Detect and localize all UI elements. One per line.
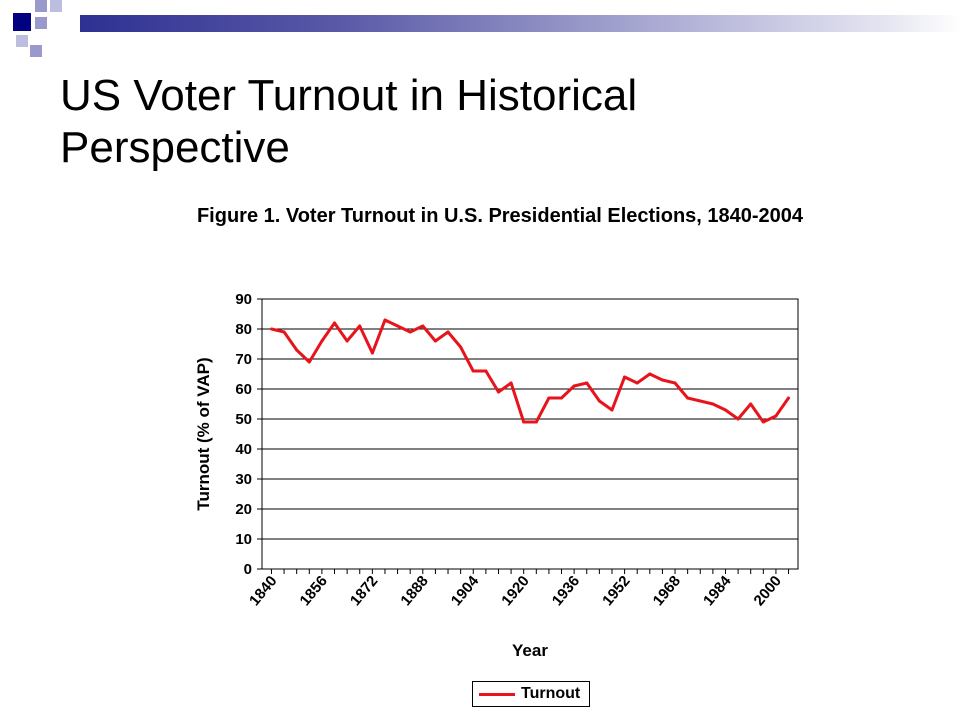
data-point: [509, 381, 513, 385]
data-point: [307, 360, 311, 364]
data-point: [547, 396, 551, 400]
data-point: [421, 324, 425, 328]
decorative-gradient-bar: [80, 15, 960, 32]
deco-square: [30, 45, 42, 57]
deco-square: [50, 0, 62, 12]
legend-swatch: [479, 692, 515, 696]
x-tick-label: 1920: [498, 573, 532, 609]
decorative-squares: [13, 0, 62, 57]
x-tick-label: 1840: [246, 573, 280, 609]
data-point: [673, 381, 677, 385]
x-tick-label: 2000: [751, 573, 785, 609]
x-tick-label: 1872: [347, 573, 381, 609]
data-point: [686, 396, 690, 400]
deco-square: [35, 0, 47, 12]
data-point: [572, 384, 576, 388]
x-axis-label: Year: [512, 641, 548, 660]
data-point: [610, 408, 614, 412]
y-tick-label: 90: [235, 291, 252, 308]
data-point: [787, 396, 790, 400]
data-point: [408, 330, 412, 334]
chart-legend: Turnout: [472, 681, 590, 707]
data-point: [345, 339, 349, 343]
data-point: [560, 396, 563, 400]
data-point: [736, 417, 740, 421]
data-point: [761, 420, 765, 424]
y-tick-label: 10: [235, 531, 252, 548]
data-point: [648, 372, 652, 376]
x-tick-label: 1952: [599, 573, 633, 609]
y-tick-label: 0: [244, 561, 252, 578]
data-point: [711, 402, 715, 406]
x-tick-label: 1856: [296, 573, 330, 609]
data-point: [333, 321, 336, 325]
data-point: [698, 399, 702, 403]
data-point: [320, 339, 324, 343]
plot-area: [261, 298, 799, 570]
x-tick-label: 1936: [549, 573, 583, 609]
y-tick-label: 70: [235, 351, 252, 368]
data-point: [433, 339, 437, 343]
legend-label: Turnout: [521, 685, 581, 702]
x-tick-label: 1984: [700, 572, 735, 609]
data-point: [749, 402, 753, 406]
data-point: [774, 414, 778, 418]
y-tick-label: 30: [235, 471, 252, 488]
x-tick-label: 1888: [397, 573, 431, 609]
data-point: [724, 408, 727, 412]
deco-square: [35, 17, 47, 29]
data-point: [484, 369, 488, 373]
data-point: [383, 318, 387, 322]
y-tick-label: 60: [235, 381, 252, 398]
slide-title: US Voter Turnout in Historical Perspecti…: [60, 71, 638, 172]
data-point: [497, 390, 500, 394]
y-axis-label: Turnout (% of VAP): [194, 357, 213, 510]
data-point: [623, 375, 627, 379]
data-point: [396, 324, 400, 328]
y-tick-label: 20: [235, 501, 252, 518]
deco-square: [13, 13, 31, 31]
data-point: [660, 378, 664, 382]
data-point: [534, 420, 538, 424]
data-point: [358, 324, 362, 328]
data-point: [635, 381, 639, 385]
deco-square: [16, 35, 28, 47]
data-point: [585, 381, 589, 385]
y-tick-label: 40: [235, 441, 252, 458]
data-point: [471, 369, 475, 373]
data-point: [522, 420, 526, 424]
data-point: [370, 351, 374, 355]
chart-title: Figure 1. Voter Turnout in U.S. Presiden…: [196, 205, 804, 227]
data-point: [270, 327, 273, 331]
data-point: [282, 330, 286, 334]
data-point: [446, 330, 450, 334]
data-point: [597, 399, 601, 403]
x-tick-label: 1968: [650, 573, 684, 609]
y-tick-label: 50: [235, 411, 252, 428]
y-tick-label: 80: [235, 321, 252, 338]
x-tick-label: 1904: [448, 572, 483, 609]
data-point: [459, 345, 463, 349]
data-point: [295, 348, 299, 352]
series-line-turnout: [271, 318, 790, 424]
